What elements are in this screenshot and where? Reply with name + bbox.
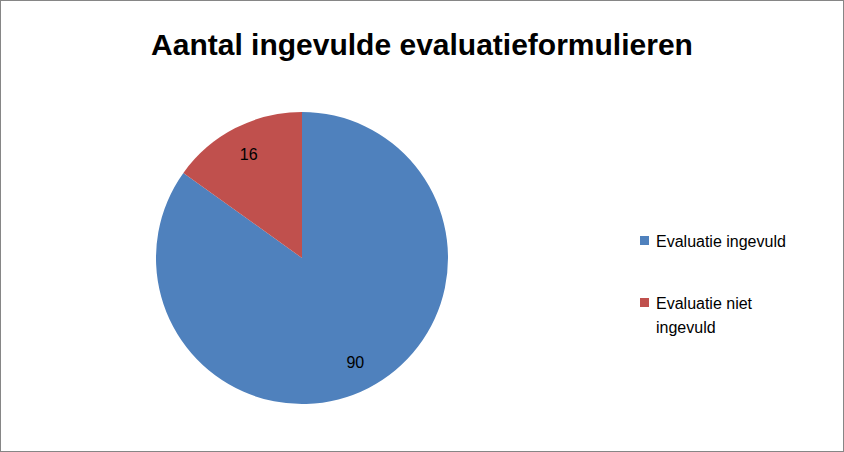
pie-slice bbox=[156, 112, 448, 404]
pie-group bbox=[156, 112, 448, 404]
data-label: 16 bbox=[240, 146, 258, 163]
legend-label: Evaluatie nietingevuld bbox=[656, 295, 753, 336]
legend-swatch bbox=[640, 236, 649, 245]
chart-container: Aantal ingevulde evaluatieformulieren 90 1… bbox=[0, 0, 844, 452]
chart-frame bbox=[1, 1, 844, 452]
pie-slice bbox=[183, 112, 302, 258]
chart-svg: Aantal ingevulde evaluatieformulieren 90 1… bbox=[0, 0, 844, 452]
legend: Evaluatie ingevuld Evaluatie nietingevuld bbox=[640, 233, 786, 336]
chart-title: Aantal ingevulde evaluatieformulieren bbox=[151, 28, 693, 61]
data-label: 90 bbox=[346, 354, 364, 371]
legend-swatch bbox=[640, 298, 649, 307]
data-labels: 90 16 bbox=[240, 146, 365, 371]
legend-label: Evaluatie ingevuld bbox=[656, 233, 786, 250]
